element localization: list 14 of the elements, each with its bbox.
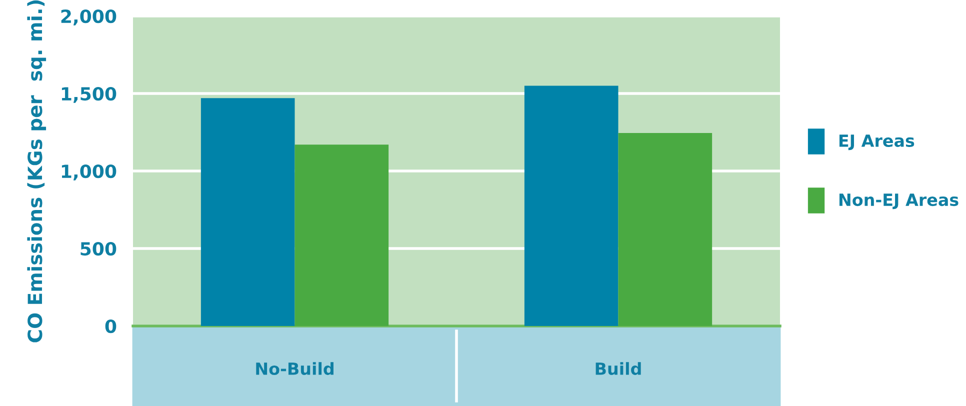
y-axis-title: CO Emissions (KGs per sq. mi.): [27, 0, 46, 342]
y-tick-label: 0: [105, 319, 116, 334]
legend-label: Non-EJ Areas: [839, 194, 958, 210]
y-tick-label: 2,000: [61, 9, 116, 26]
y-tick-label: 1,500: [62, 86, 116, 103]
bar: [200, 98, 295, 326]
y-tick-label: 1,000: [62, 164, 116, 180]
bar: [294, 144, 389, 326]
y-tick-label: 500: [80, 242, 116, 256]
bar: [524, 86, 618, 326]
x-tick-label: No-Build: [256, 362, 334, 376]
bar: [618, 133, 712, 326]
legend-label: EJ Areas: [839, 134, 914, 150]
x-tick-label: Build: [596, 362, 641, 376]
